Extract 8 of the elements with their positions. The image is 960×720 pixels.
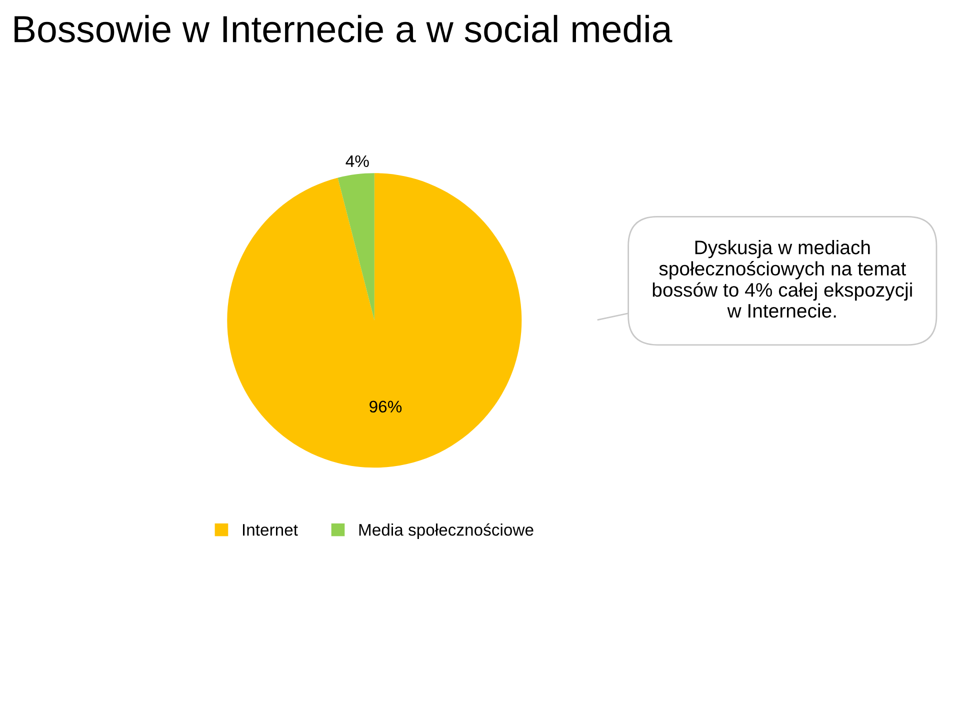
data-label: 4% — [346, 155, 369, 168]
legend-label: Media społecznościowe — [359, 523, 534, 540]
text: Dyskusja w mediach społecznościowych na temat bossów to 4% całej ekspozycji w Internecie. — [652, 240, 912, 318]
legend-label: Internet — [243, 524, 298, 536]
chart-title: Bossowie w Internecie a w social media — [14, 14, 672, 42]
pie-slice — [338, 173, 374, 320]
pie-slice — [227, 173, 522, 468]
data-label: 96% — [370, 400, 402, 413]
